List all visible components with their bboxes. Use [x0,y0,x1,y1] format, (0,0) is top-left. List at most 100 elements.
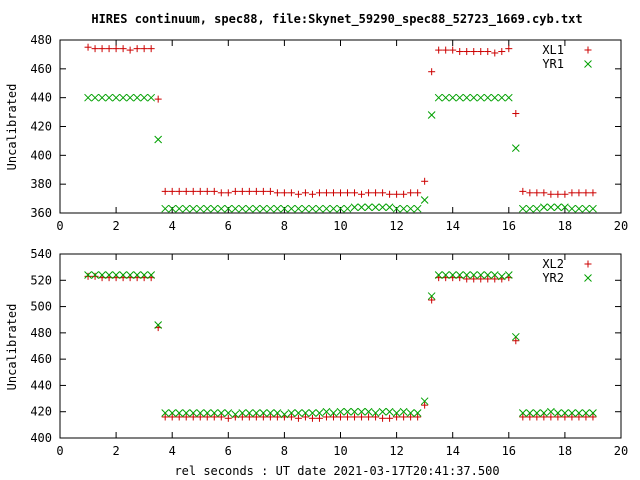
data-point [231,410,240,419]
data-point [554,409,562,417]
data-point [273,413,281,421]
data-point [575,413,583,421]
data-point [526,413,534,421]
data-point [476,271,485,279]
data-point [427,111,436,119]
data-point [161,413,169,421]
data-point [147,93,156,102]
data-point [575,189,583,197]
y-tick-label: 420 [30,120,52,134]
data-point [189,409,198,417]
data-point [351,413,359,421]
data-point [399,407,408,416]
data-point [259,413,267,421]
top-panel: 360 380 400 420 440 460 480 0 2 4 6 8 10 12 14 16 18 20 Un… [5,33,628,233]
data-point [371,409,380,417]
data-point [161,409,170,417]
data-point [266,204,275,213]
data-point [238,413,246,421]
x-tick-label: 10 [333,219,347,233]
data-point [386,190,394,198]
data-point [217,189,225,197]
data-point [133,93,141,102]
data-point [287,409,296,417]
data-point [448,93,457,102]
x-tick-label: 2 [112,444,119,458]
data-point [217,204,226,213]
data-point [379,414,387,422]
plot-frame [59,253,622,439]
data-point [371,203,380,212]
data-point [476,93,485,102]
data-point [462,271,471,279]
data-point [519,413,527,421]
data-point [189,413,197,421]
data-point [518,409,527,417]
data-point [561,203,569,212]
data-point [301,409,310,417]
data-point [512,110,520,118]
data-point [91,271,99,279]
data-point [540,413,548,421]
data-point [189,204,198,213]
data-point [154,135,163,144]
data-point [189,187,197,195]
data-point [568,204,576,213]
x-tick-label: 2 [112,219,119,233]
data-point [504,93,513,102]
y-tick-label: 440 [30,378,52,392]
data-point [315,409,324,417]
data-point [133,271,141,279]
data-point [428,296,436,304]
data-point [483,271,492,279]
data-point [315,204,324,213]
x-axis-label: rel seconds : UT date 2021-03-17T20:41:3… [174,464,499,478]
data-point [294,190,302,198]
data-point [421,177,429,185]
data-point [392,409,401,417]
y-tick-label: 400 [30,431,52,445]
x-tick-label: 18 [558,219,572,233]
data-point [294,414,302,422]
data-point [589,204,597,213]
x-tick-label: 4 [169,219,176,233]
data-point [273,189,281,197]
x-tick-label: 18 [558,444,572,458]
data-point [378,407,387,416]
data-point [203,187,211,195]
data-point [490,93,499,102]
data-point [357,203,366,212]
x-tick-label: 8 [281,219,288,233]
data-point [98,271,106,279]
data-point [498,48,506,56]
x-tick-label: 14 [445,444,459,458]
y-tick-label: 440 [30,91,52,105]
data-point [105,271,113,279]
data-point [343,407,352,416]
data-point [351,189,359,197]
series-XL1 [84,43,597,198]
data-point [497,272,506,281]
data-point [491,49,499,57]
data-point [140,45,148,53]
data-point [182,409,191,417]
data-point [456,48,464,56]
data-point [329,189,337,197]
data-point [365,413,373,421]
data-point [533,413,541,421]
y-tick-label: 400 [30,148,52,162]
data-point [147,271,156,279]
data-point [554,413,562,421]
data-point [196,409,205,417]
data-point [217,413,225,421]
data-point [533,189,541,197]
series-XL2 [84,272,597,422]
data-point [231,204,240,213]
data-point [568,189,576,197]
data-point [413,409,422,417]
x-tick-label: 14 [445,219,459,233]
data-point [337,189,344,197]
data-point [525,204,534,213]
data-point [287,413,295,421]
